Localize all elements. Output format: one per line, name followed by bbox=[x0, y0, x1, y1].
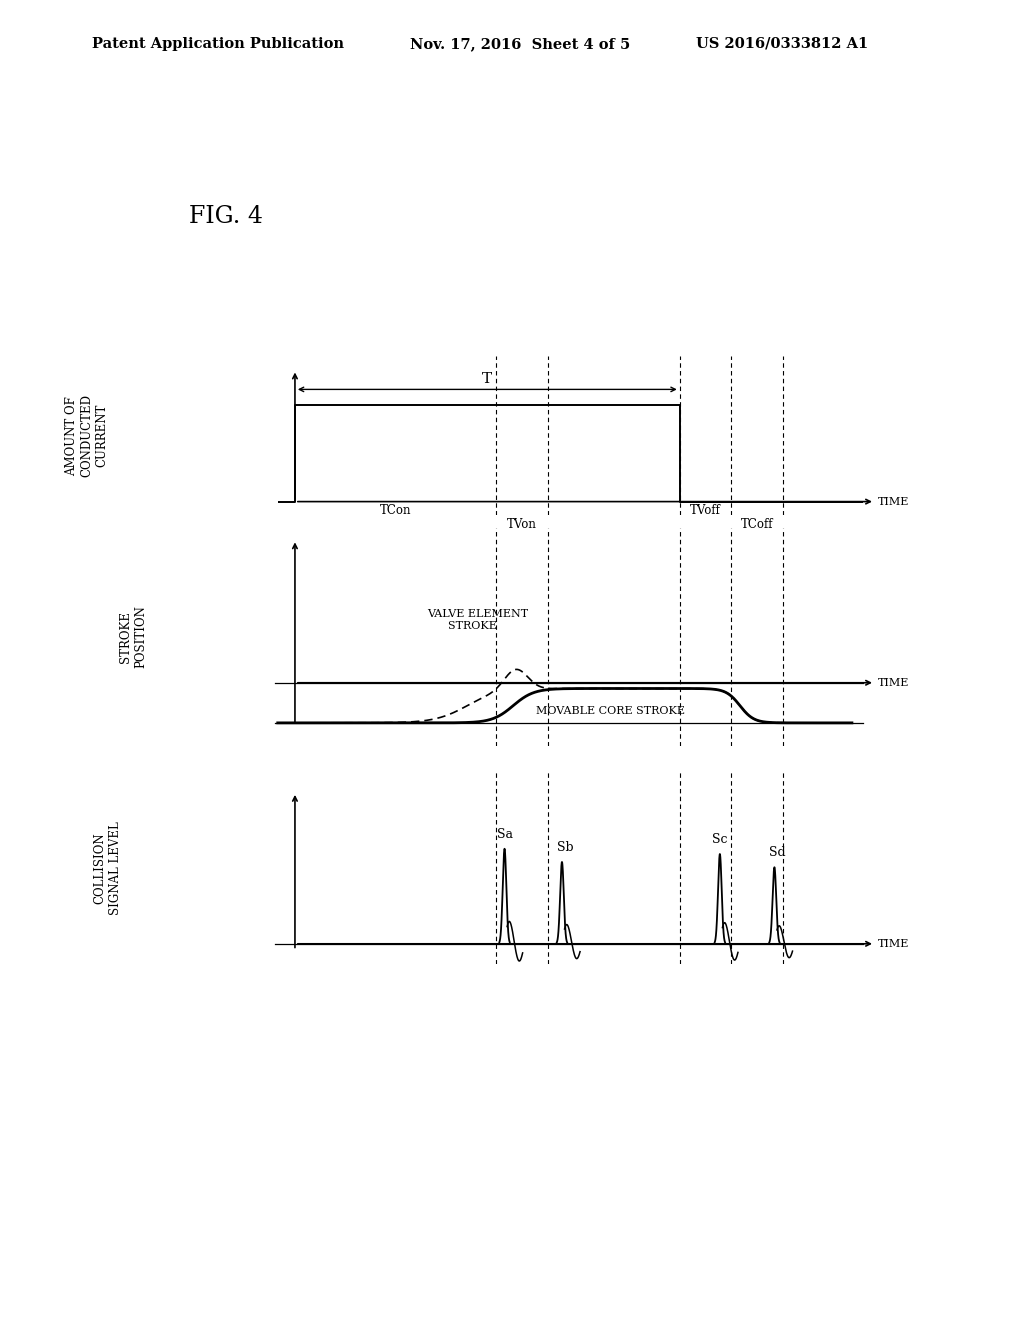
Text: TVoff: TVoff bbox=[690, 504, 721, 517]
Text: TIME: TIME bbox=[878, 496, 909, 507]
Text: MOVABLE CORE STROKE: MOVABLE CORE STROKE bbox=[537, 706, 685, 717]
Text: TIME: TIME bbox=[878, 677, 909, 688]
Text: Nov. 17, 2016  Sheet 4 of 5: Nov. 17, 2016 Sheet 4 of 5 bbox=[410, 37, 630, 51]
Text: T: T bbox=[482, 372, 493, 385]
Text: TVon: TVon bbox=[507, 519, 537, 532]
Text: Sc: Sc bbox=[712, 833, 728, 846]
Text: Sa: Sa bbox=[497, 828, 513, 841]
Text: STROKE
POSITION: STROKE POSITION bbox=[119, 606, 147, 668]
Text: TCoff: TCoff bbox=[741, 519, 773, 532]
Text: AMOUNT OF
CONDUCTED
CURRENT: AMOUNT OF CONDUCTED CURRENT bbox=[66, 395, 109, 477]
Text: TCon: TCon bbox=[380, 504, 412, 517]
Text: COLLISION
SIGNAL LEVEL: COLLISION SIGNAL LEVEL bbox=[93, 821, 122, 915]
Text: VALVE ELEMENT
      STROKE: VALVE ELEMENT STROKE bbox=[427, 609, 528, 631]
Text: TIME: TIME bbox=[878, 939, 909, 949]
Text: US 2016/0333812 A1: US 2016/0333812 A1 bbox=[696, 37, 868, 51]
Text: Sb: Sb bbox=[556, 841, 573, 854]
Text: Patent Application Publication: Patent Application Publication bbox=[92, 37, 344, 51]
Text: Sd: Sd bbox=[769, 846, 785, 859]
Text: FIG. 4: FIG. 4 bbox=[189, 205, 263, 227]
